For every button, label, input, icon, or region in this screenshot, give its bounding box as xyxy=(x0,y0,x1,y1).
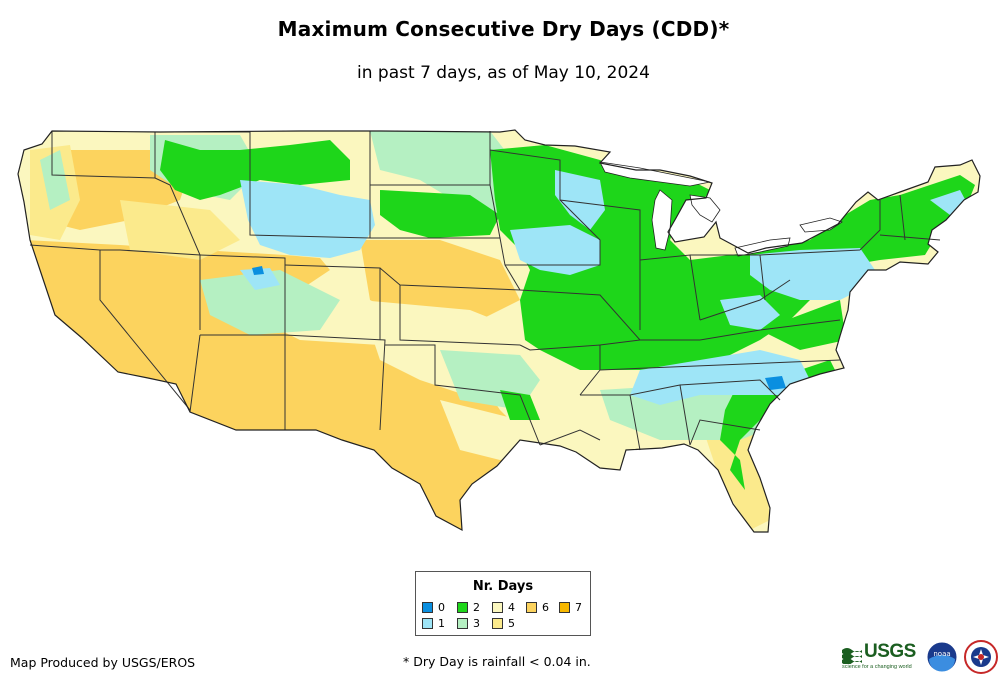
map-title: Maximum Consecutive Dry Days (CDD)* xyxy=(277,17,730,41)
map-subtitle: in past 7 days, as of May 10, 2024 xyxy=(357,63,650,83)
credit-text: Map Produced by USGS/EROS xyxy=(10,655,196,670)
legend-item-7: 7 xyxy=(559,602,582,614)
legend: Nr. Days 0 1 2 3 4 5 6 7 xyxy=(415,571,591,636)
legend-swatch xyxy=(559,602,570,613)
usgs-tagline: science for a changing world xyxy=(842,664,912,670)
legend-swatch xyxy=(526,602,537,613)
footnote-text: * Dry Day is rainfall < 0.04 in. xyxy=(403,654,591,669)
legend-item-0: 0 xyxy=(422,602,445,614)
legend-item-6: 6 xyxy=(526,602,549,614)
usgs-logo-icon xyxy=(842,648,862,664)
legend-swatch xyxy=(457,618,468,629)
nws-logo-icon xyxy=(964,640,998,674)
legend-swatch xyxy=(492,618,503,629)
legend-title: Nr. Days xyxy=(472,579,534,594)
legend-label: 0 xyxy=(438,601,445,614)
legend-item-5: 5 xyxy=(492,618,515,630)
legend-label: 4 xyxy=(508,601,515,614)
agency-logos: USGS science for a changing world noaa xyxy=(842,640,1002,680)
legend-item-3: 3 xyxy=(457,618,480,630)
legend-item-4: 4 xyxy=(492,602,515,614)
legend-label: 3 xyxy=(473,617,480,630)
legend-item-1: 1 xyxy=(422,618,445,630)
noaa-logo-text: noaa xyxy=(933,650,950,658)
legend-label: 1 xyxy=(438,617,445,630)
legend-label: 5 xyxy=(508,617,515,630)
legend-label: 7 xyxy=(575,601,582,614)
legend-swatch xyxy=(422,618,433,629)
us-map xyxy=(17,129,981,533)
legend-label: 2 xyxy=(473,601,480,614)
legend-item-2: 2 xyxy=(457,602,480,614)
legend-swatch xyxy=(422,602,433,613)
legend-label: 6 xyxy=(542,601,549,614)
legend-swatch xyxy=(457,602,468,613)
noaa-logo-icon: noaa xyxy=(926,641,958,673)
usgs-logo-text: USGS xyxy=(864,641,916,662)
legend-swatch xyxy=(492,602,503,613)
